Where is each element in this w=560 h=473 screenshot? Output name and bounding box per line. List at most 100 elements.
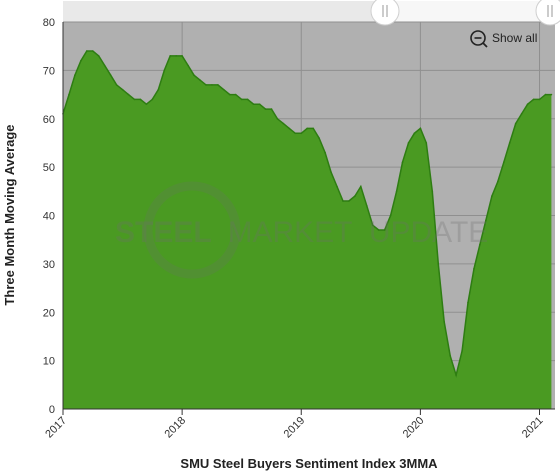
data-point	[419, 127, 422, 130]
watermark-word-market: MARKET	[227, 216, 352, 249]
data-point	[407, 142, 410, 144]
data-point	[115, 84, 118, 86]
data-point	[491, 195, 493, 197]
data-point	[288, 127, 291, 130]
navigator-selection[interactable]	[385, 1, 550, 22]
data-point	[145, 103, 148, 105]
zoom-out-icon	[470, 30, 486, 46]
show-all-label: Show all	[492, 31, 537, 45]
data-point	[473, 267, 475, 270]
area-fill-series-0	[63, 51, 552, 409]
data-point	[443, 321, 446, 323]
data-point	[526, 103, 529, 105]
x-tick-label: 2019	[282, 415, 308, 441]
data-point	[461, 350, 463, 352]
data-point	[312, 127, 315, 130]
data-point	[514, 122, 517, 125]
data-point	[532, 98, 535, 101]
x-tick-label: 2021	[520, 415, 546, 441]
data-point	[109, 74, 112, 76]
watermark-word-update: UPDATE	[369, 216, 488, 249]
y-tick-label: 60	[43, 114, 55, 126]
data-point	[234, 93, 237, 96]
data-point	[187, 64, 189, 67]
data-point	[169, 55, 171, 57]
data-point	[437, 263, 440, 265]
data-point	[86, 50, 88, 52]
data-point	[133, 98, 136, 101]
x-tick-label: 2020	[401, 415, 427, 441]
data-point	[503, 161, 505, 164]
data-point	[467, 301, 469, 304]
data-point	[217, 84, 219, 86]
data-point	[193, 74, 195, 76]
data-point	[371, 224, 374, 226]
data-point	[121, 88, 124, 91]
data-point	[270, 108, 273, 110]
data-point	[229, 93, 231, 96]
y-tick-label: 20	[43, 307, 55, 319]
data-point	[449, 355, 452, 357]
data-point	[80, 59, 82, 62]
y-tick-label: 50	[43, 162, 55, 174]
y-tick-label: 40	[43, 211, 55, 223]
data-point	[389, 214, 392, 217]
data-point	[223, 88, 225, 91]
data-point	[199, 79, 201, 81]
data-point	[425, 142, 428, 144]
data-point	[377, 229, 380, 231]
data-point	[205, 84, 207, 86]
data-point	[211, 84, 213, 86]
watermark-word-steel: STEEL	[115, 216, 211, 249]
data-point	[520, 113, 523, 115]
y-axis-ticks: 0 10 20 30 40 50 60 70 80	[43, 17, 55, 416]
data-point	[306, 127, 309, 130]
data-point	[538, 98, 541, 101]
data-point	[318, 137, 320, 139]
data-point	[282, 122, 285, 125]
y-tick-label: 80	[43, 17, 55, 29]
navigator-right-handle[interactable]	[535, 0, 560, 26]
y-tick-label: 0	[49, 404, 55, 416]
x-axis-title: SMU Steel Buyers Sentiment Index 3MMA	[180, 456, 438, 471]
x-axis-ticks: 2017 2018 2019 2020 2021	[43, 409, 546, 441]
data-point	[485, 219, 487, 222]
data-point	[74, 74, 76, 76]
data-point	[544, 93, 547, 96]
data-point	[336, 185, 338, 188]
show-all-button[interactable]: Show all	[470, 30, 537, 48]
watermark-logo: STEEL MARKET UPDATE	[115, 181, 488, 279]
data-point	[252, 103, 255, 105]
data-point	[97, 55, 100, 57]
data-point	[276, 118, 279, 120]
data-point	[157, 88, 160, 91]
data-point	[127, 93, 130, 96]
data-point	[348, 200, 350, 202]
watermark-logo-circle	[143, 181, 241, 279]
data-point	[324, 151, 326, 154]
data-point	[330, 171, 332, 173]
data-point	[240, 98, 243, 101]
data-point	[360, 185, 362, 188]
data-point	[354, 195, 356, 197]
data-point	[151, 98, 154, 101]
data-point	[431, 190, 434, 193]
svg-text:STEEL MARKET UPDAT: STEEL MARKET UPDATE	[115, 216, 488, 249]
data-point	[246, 98, 249, 101]
data-point	[181, 55, 183, 57]
data-point	[366, 205, 368, 207]
data-point	[258, 103, 261, 105]
data-point	[455, 374, 457, 376]
data-point	[300, 132, 303, 135]
zoom-out-icon-handle	[482, 42, 488, 48]
data-point	[163, 69, 166, 72]
navigator-left-handle[interactable]	[370, 0, 400, 26]
data-point	[139, 98, 142, 101]
data-point	[395, 190, 398, 193]
area-series	[62, 50, 553, 409]
x-tick-label: 2017	[43, 415, 69, 441]
data-point	[497, 180, 499, 183]
data-point	[508, 142, 511, 144]
data-point	[92, 50, 94, 52]
y-tick-label: 10	[43, 356, 55, 368]
